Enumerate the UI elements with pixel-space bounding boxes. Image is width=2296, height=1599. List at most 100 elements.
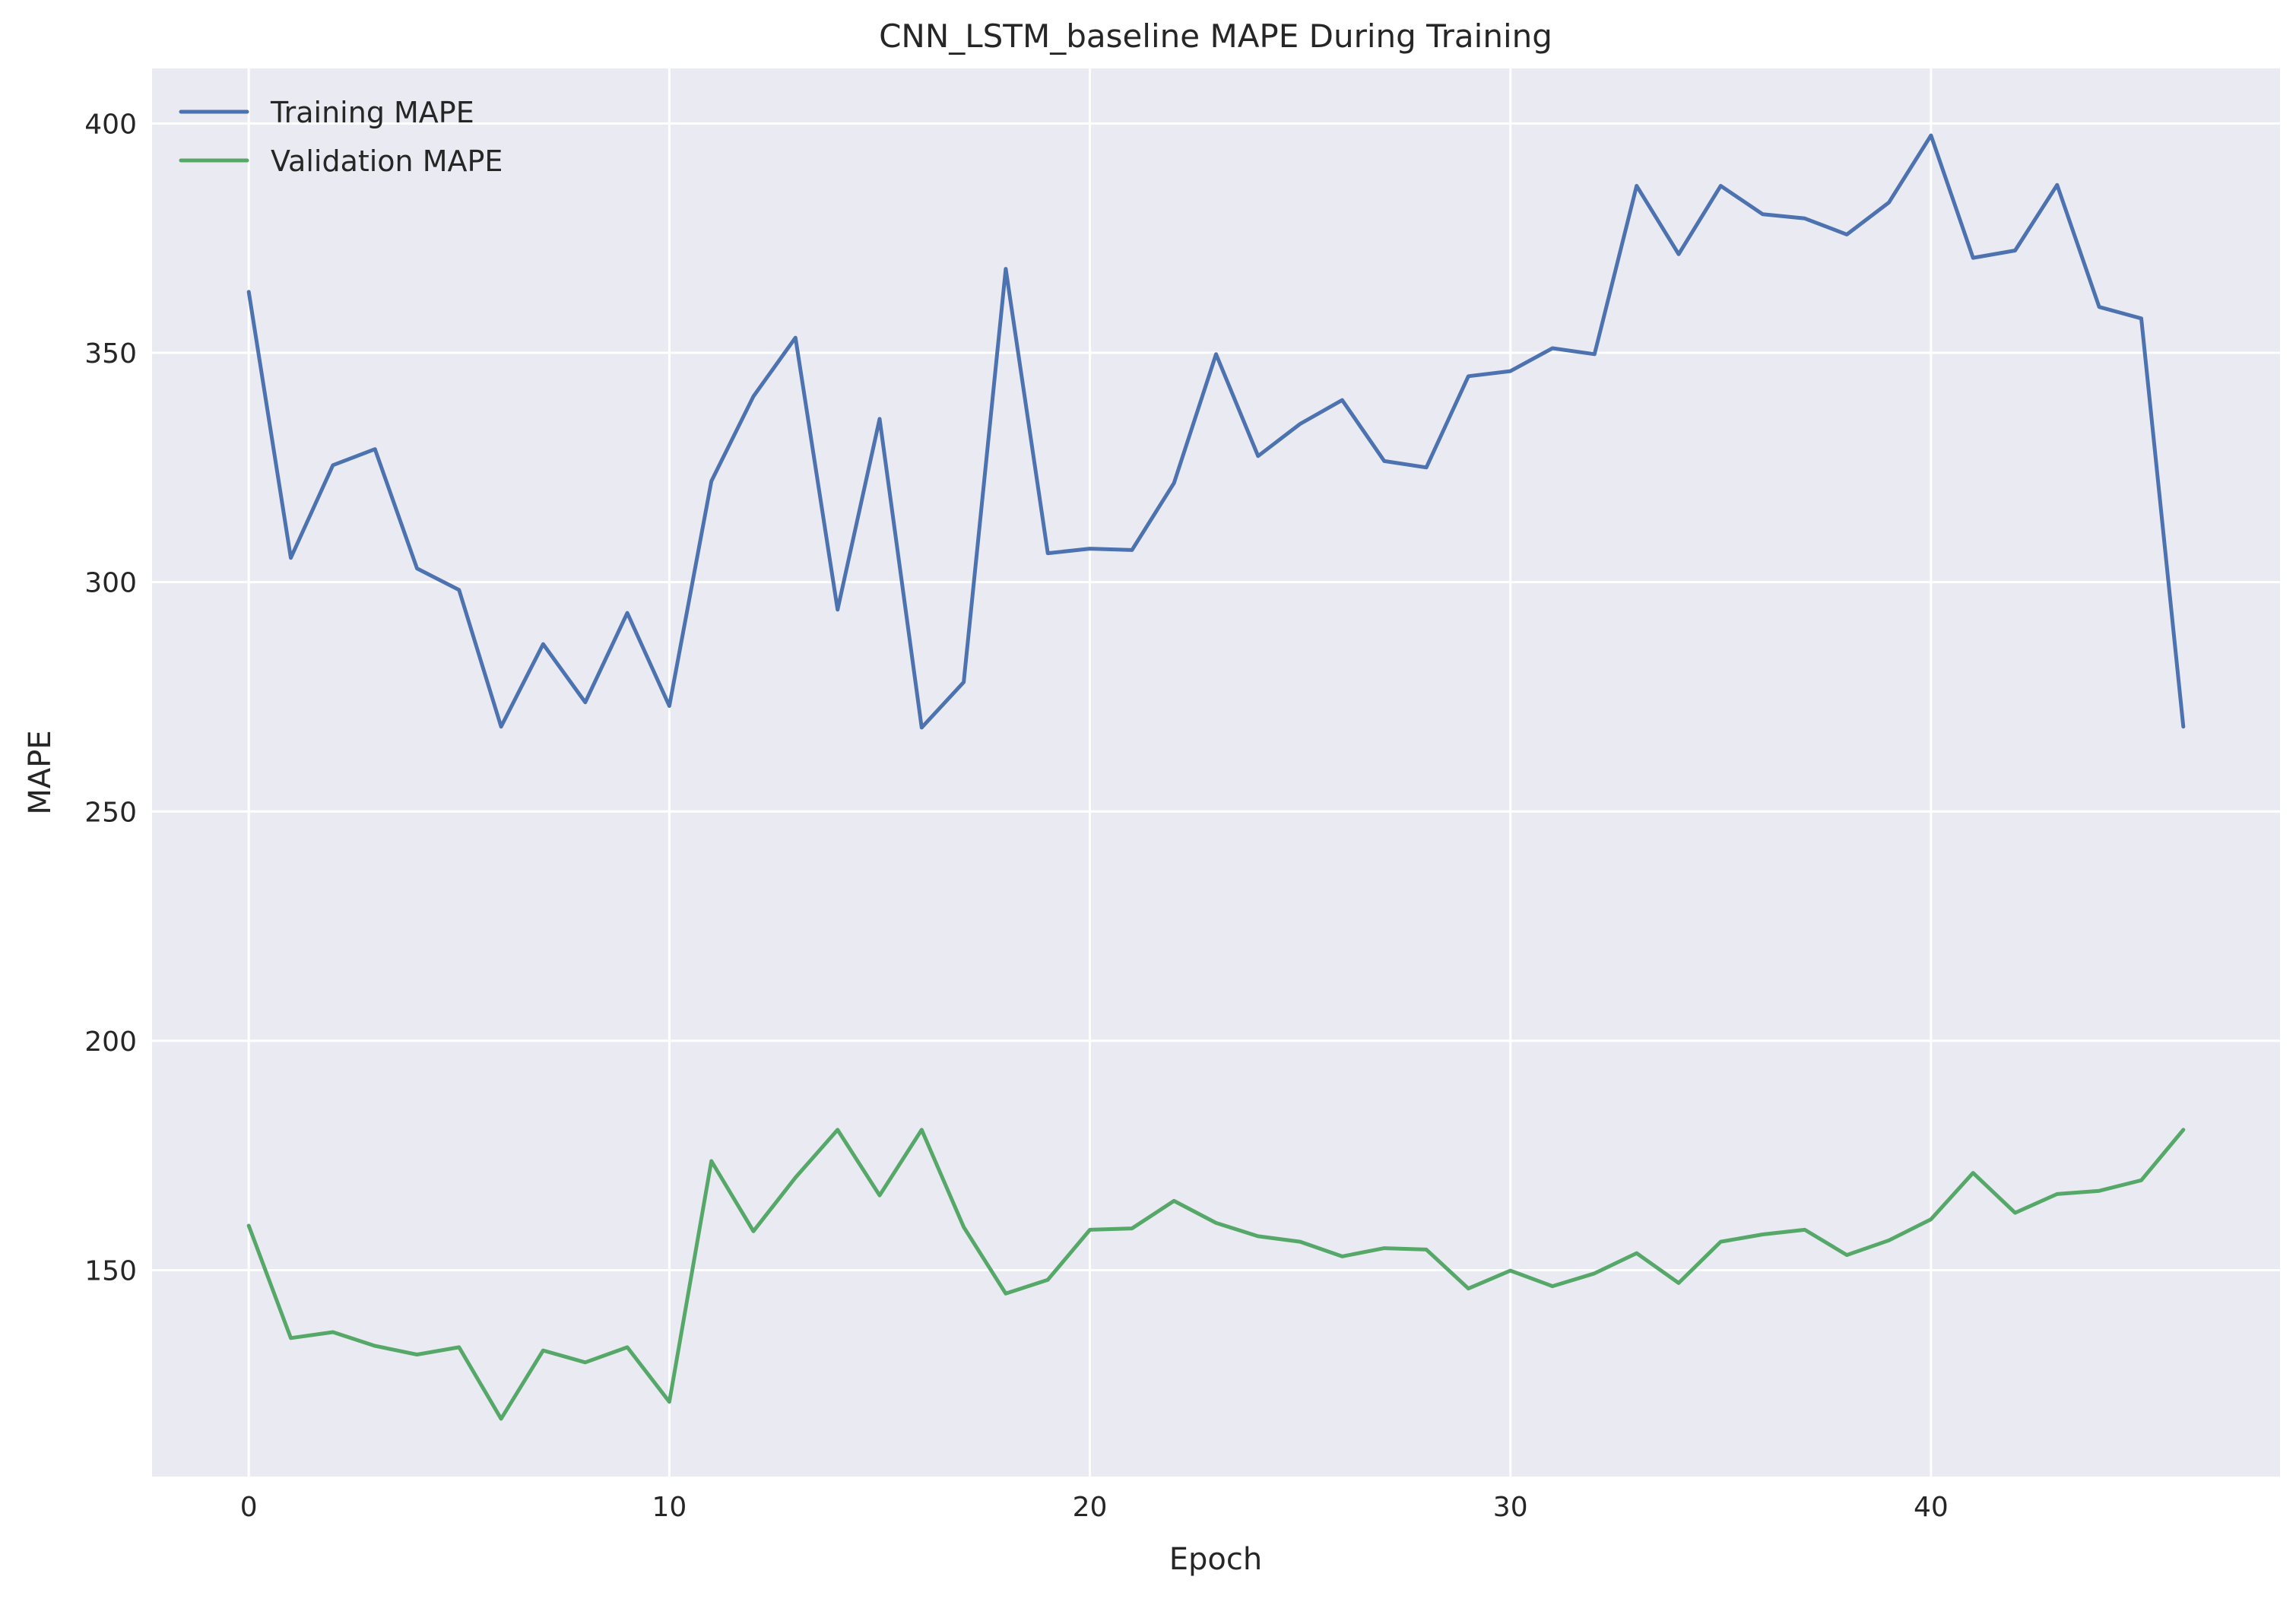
validation-point-epoch-19: [1046, 1278, 1049, 1281]
training-point-epoch-5: [458, 589, 461, 592]
training-point-epoch-2: [331, 464, 335, 467]
validation-point-epoch-23: [1215, 1221, 1217, 1224]
validation-point-epoch-37: [1803, 1228, 1806, 1231]
y-axis-label: MAPE: [23, 730, 58, 814]
training-point-epoch-21: [1131, 548, 1134, 551]
x-axis-label: Epoch: [1169, 1542, 1262, 1577]
training-point-epoch-18: [1004, 268, 1007, 271]
training-point-epoch-12: [752, 395, 755, 398]
validation-point-epoch-44: [2098, 1189, 2101, 1192]
validation-point-epoch-6: [499, 1417, 503, 1420]
training-point-epoch-9: [626, 611, 629, 614]
training-point-epoch-28: [1425, 466, 1428, 469]
validation-point-epoch-45: [2140, 1179, 2142, 1182]
validation-point-epoch-16: [920, 1128, 923, 1131]
series-layer: [246, 133, 2186, 1421]
validation-point-epoch-12: [752, 1229, 755, 1233]
training-point-epoch-26: [1340, 398, 1343, 401]
training-point-epoch-29: [1467, 375, 1470, 378]
validation-point-epoch-5: [458, 1346, 461, 1349]
plot-background: [152, 68, 2280, 1477]
validation-point-epoch-35: [1719, 1240, 1722, 1243]
chart-title: CNN_LSTM_baseline MAPE During Training: [879, 17, 1552, 55]
validation-point-epoch-9: [626, 1346, 629, 1349]
training-point-epoch-17: [962, 681, 966, 684]
training-point-epoch-16: [920, 726, 923, 729]
training-point-epoch-0: [247, 290, 250, 293]
y-tick-label: 150: [84, 1256, 137, 1287]
training-point-epoch-7: [541, 642, 544, 646]
training-point-epoch-25: [1299, 423, 1302, 425]
training-point-epoch-41: [1971, 256, 1974, 259]
validation-point-epoch-42: [2014, 1211, 2016, 1214]
validation-point-epoch-25: [1299, 1240, 1302, 1243]
validation-point-epoch-18: [1004, 1292, 1007, 1295]
validation-point-epoch-15: [878, 1194, 881, 1197]
validation-point-epoch-24: [1257, 1235, 1260, 1238]
y-tick-label: 350: [84, 338, 137, 370]
validation-point-epoch-34: [1677, 1281, 1680, 1284]
validation-point-epoch-46: [2182, 1128, 2185, 1131]
axis-ticks: 150 200 250 300 350 400 0 10 20 30 40: [84, 109, 1949, 1523]
legend-label-training: Training MAPE: [270, 96, 474, 129]
training-point-epoch-46: [2182, 725, 2185, 728]
validation-point-epoch-28: [1425, 1248, 1428, 1251]
training-point-epoch-33: [1635, 184, 1638, 187]
validation-point-epoch-41: [1971, 1172, 1974, 1175]
training-point-epoch-34: [1677, 252, 1680, 255]
training-point-epoch-22: [1172, 481, 1175, 484]
training-point-epoch-14: [836, 608, 839, 611]
training-point-epoch-44: [2098, 306, 2101, 309]
validation-point-epoch-43: [2056, 1192, 2059, 1195]
validation-point-epoch-20: [1089, 1228, 1092, 1231]
validation-point-epoch-39: [1888, 1239, 1891, 1242]
validation-point-epoch-4: [416, 1353, 418, 1356]
validation-point-epoch-17: [962, 1226, 966, 1229]
training-point-epoch-13: [794, 336, 797, 339]
training-point-epoch-27: [1383, 459, 1386, 462]
validation-point-epoch-33: [1635, 1252, 1638, 1255]
training-point-epoch-32: [1593, 353, 1596, 356]
training-point-epoch-1: [290, 557, 292, 560]
training-point-epoch-15: [878, 417, 881, 420]
training-point-epoch-35: [1719, 184, 1722, 187]
y-tick-label: 250: [84, 797, 137, 828]
validation-point-epoch-30: [1509, 1269, 1512, 1272]
validation-point-epoch-40: [1930, 1218, 1933, 1221]
training-point-epoch-11: [710, 480, 713, 483]
legend: Training MAPE Validation MAPE: [179, 96, 503, 178]
training-point-epoch-31: [1551, 347, 1554, 350]
validation-point-epoch-0: [247, 1224, 250, 1227]
training-point-epoch-45: [2140, 317, 2142, 320]
training-point-epoch-40: [1930, 134, 1933, 137]
training-point-epoch-23: [1215, 353, 1217, 356]
validation-point-epoch-29: [1467, 1287, 1470, 1290]
validation-point-epoch-38: [1845, 1254, 1848, 1257]
training-point-epoch-8: [584, 701, 587, 704]
validation-point-epoch-14: [836, 1128, 839, 1131]
y-tick-label: 200: [84, 1026, 137, 1058]
training-point-epoch-42: [2014, 249, 2016, 252]
validation-point-epoch-10: [668, 1401, 671, 1404]
validation-point-epoch-36: [1762, 1233, 1765, 1236]
training-point-epoch-3: [373, 448, 376, 451]
validation-point-epoch-2: [331, 1331, 335, 1334]
validation-point-epoch-31: [1551, 1285, 1554, 1288]
training-point-epoch-10: [668, 705, 671, 707]
validation-point-epoch-27: [1383, 1247, 1386, 1250]
validation-point-epoch-13: [794, 1176, 797, 1179]
training-point-epoch-6: [499, 725, 503, 728]
training-point-epoch-36: [1762, 213, 1765, 216]
legend-label-validation: Validation MAPE: [271, 144, 503, 178]
training-point-epoch-38: [1845, 233, 1848, 236]
validation-point-epoch-7: [541, 1349, 544, 1352]
validation-point-epoch-32: [1593, 1272, 1596, 1275]
y-tick-label: 300: [84, 568, 137, 599]
validation-point-epoch-22: [1172, 1199, 1175, 1202]
validation-point-epoch-1: [290, 1337, 292, 1340]
y-tick-label: 400: [84, 109, 137, 140]
training-point-epoch-43: [2056, 183, 2059, 186]
training-point-epoch-37: [1803, 217, 1806, 220]
training-point-epoch-24: [1257, 455, 1260, 458]
